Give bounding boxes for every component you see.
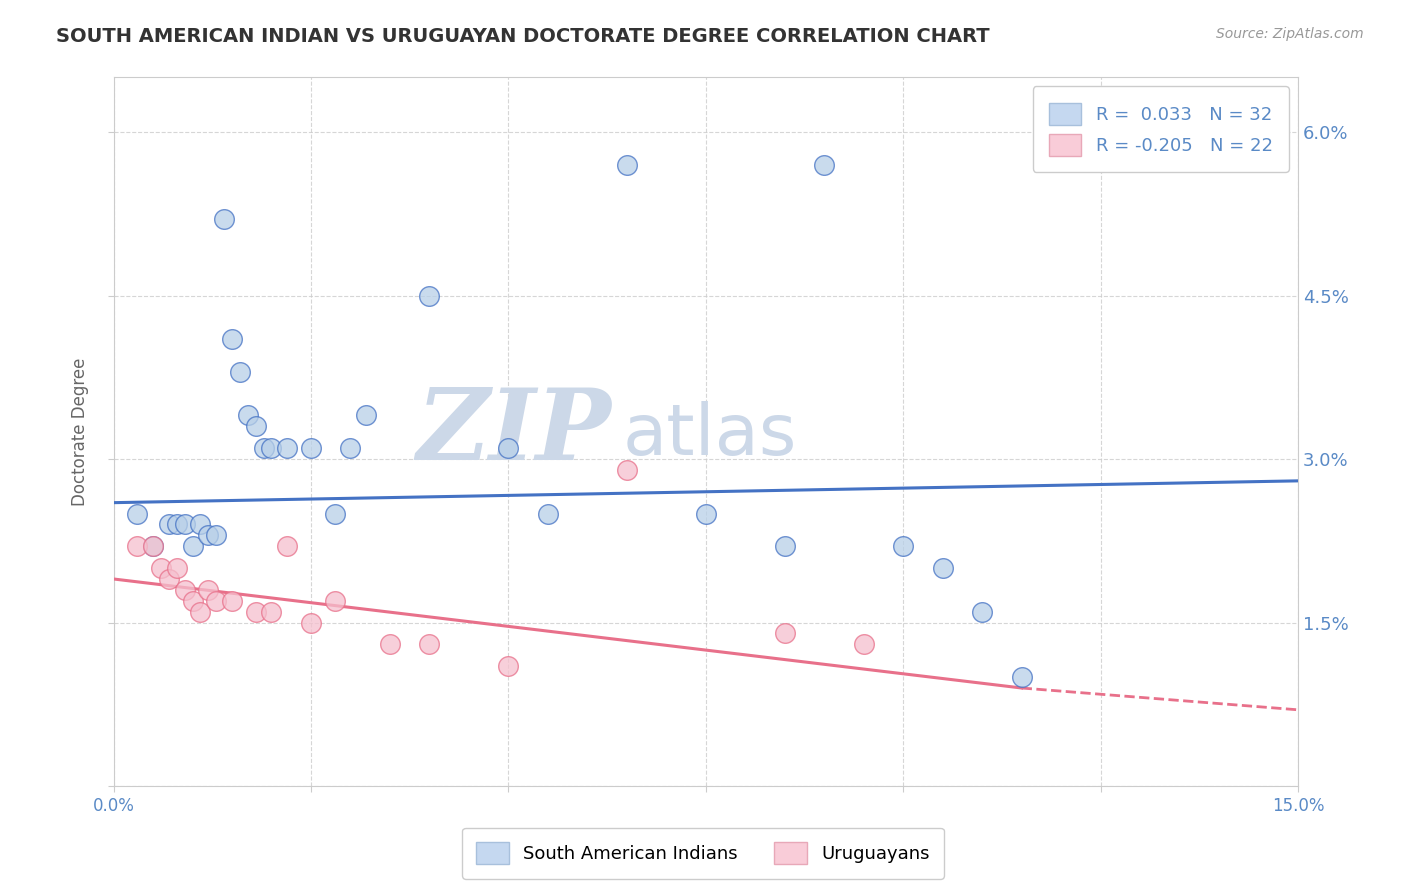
Point <box>229 365 252 379</box>
Point <box>354 409 377 423</box>
Point <box>813 158 835 172</box>
Point <box>205 528 228 542</box>
Point <box>891 539 914 553</box>
Point <box>221 594 243 608</box>
Point <box>197 528 219 542</box>
Text: atlas: atlas <box>623 401 797 470</box>
Text: Source: ZipAtlas.com: Source: ZipAtlas.com <box>1216 27 1364 41</box>
Point <box>339 441 361 455</box>
Point <box>157 517 180 532</box>
Point <box>212 212 235 227</box>
Point <box>418 637 440 651</box>
Point <box>276 539 298 553</box>
Point <box>173 517 195 532</box>
Point <box>1011 670 1033 684</box>
Text: SOUTH AMERICAN INDIAN VS URUGUAYAN DOCTORATE DEGREE CORRELATION CHART: SOUTH AMERICAN INDIAN VS URUGUAYAN DOCTO… <box>56 27 990 45</box>
Point <box>260 441 283 455</box>
Legend: South American Indians, Uruguayans: South American Indians, Uruguayans <box>463 828 943 879</box>
Point <box>197 582 219 597</box>
Point <box>221 332 243 346</box>
Point <box>852 637 875 651</box>
Point <box>537 507 560 521</box>
Point <box>142 539 165 553</box>
Point <box>260 605 283 619</box>
Point <box>323 507 346 521</box>
Point <box>190 605 212 619</box>
Point <box>616 158 638 172</box>
Point <box>127 539 149 553</box>
Point <box>378 637 401 651</box>
Point <box>695 507 717 521</box>
Point <box>205 594 228 608</box>
Point <box>166 517 188 532</box>
Point <box>498 441 520 455</box>
Legend: R =  0.033   N = 32, R = -0.205   N = 22: R = 0.033 N = 32, R = -0.205 N = 22 <box>1032 87 1289 172</box>
Point <box>245 419 267 434</box>
Point <box>972 605 994 619</box>
Point <box>173 582 195 597</box>
Point <box>616 463 638 477</box>
Point <box>157 572 180 586</box>
Point <box>252 441 274 455</box>
Point <box>149 561 172 575</box>
Point <box>931 561 953 575</box>
Point <box>190 517 212 532</box>
Point <box>245 605 267 619</box>
Point <box>236 409 259 423</box>
Point <box>773 626 796 640</box>
Point <box>773 539 796 553</box>
Point <box>181 594 204 608</box>
Point <box>276 441 298 455</box>
Point <box>498 659 520 673</box>
Point <box>127 507 149 521</box>
Point <box>299 615 322 630</box>
Text: ZIP: ZIP <box>416 384 612 480</box>
Point <box>142 539 165 553</box>
Point <box>323 594 346 608</box>
Point <box>299 441 322 455</box>
Y-axis label: Doctorate Degree: Doctorate Degree <box>72 358 89 506</box>
Point <box>181 539 204 553</box>
Point <box>418 288 440 302</box>
Point <box>166 561 188 575</box>
